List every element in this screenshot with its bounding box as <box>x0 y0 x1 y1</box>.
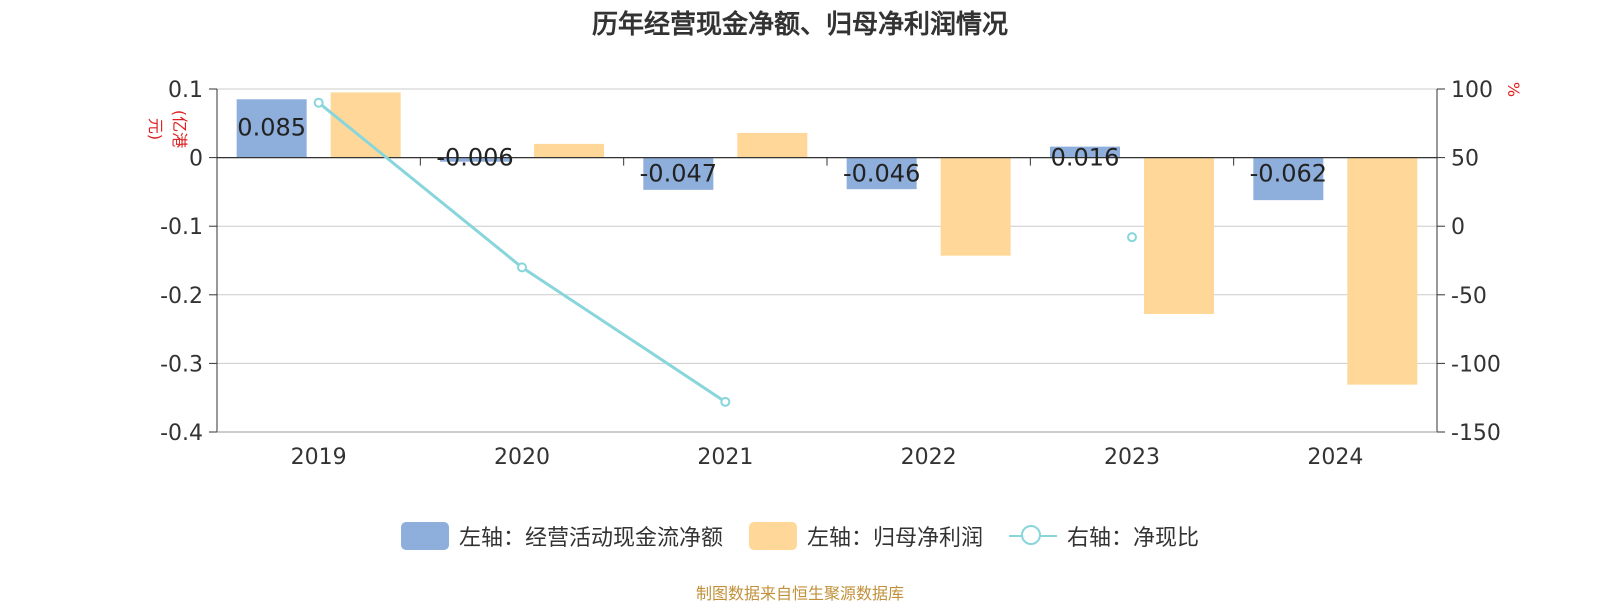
bar-net-profit <box>330 92 401 158</box>
legend: 左轴：经营活动现金流净额 左轴：归母净利润 右轴：净现比 <box>0 520 1600 552</box>
bar-net-profit <box>737 132 808 158</box>
ratio-point <box>517 262 527 273</box>
bar-value-label: -0.046 <box>843 160 920 188</box>
bar-net-profit <box>534 143 604 158</box>
right-axis-unit: % <box>1504 81 1524 98</box>
bar-value-label: 0.016 <box>1051 144 1120 172</box>
legend-item-ratio[interactable]: 右轴：净现比 <box>1009 520 1199 552</box>
bar-cash-flow <box>1050 146 1120 158</box>
right-tick-label: -100 <box>1451 352 1501 377</box>
left-tick-label: -0.3 <box>160 352 203 377</box>
left-tick-label: -0.1 <box>160 215 203 240</box>
left-tick-label: -0.2 <box>160 284 203 309</box>
ratio-point <box>720 396 731 407</box>
legend-swatch-net-profit <box>748 522 797 550</box>
bar-cash-flow <box>846 157 917 190</box>
legend-item-cash-flow[interactable]: 左轴：经营活动现金流净额 <box>400 520 723 552</box>
category-label: 2021 <box>697 445 753 470</box>
left-axis-unit: (亿港元) <box>146 109 189 149</box>
bar-net-profit <box>1144 157 1214 315</box>
category-label: 2022 <box>901 445 957 470</box>
bar-value-label: -0.047 <box>640 160 717 188</box>
chart-title: 历年经营现金净额、归母净利润情况 <box>591 10 1008 40</box>
bar-value-label: -0.006 <box>436 144 513 172</box>
ratio-point <box>313 97 324 108</box>
bar-value-label: -0.062 <box>1250 160 1327 188</box>
category-label: 2019 <box>291 445 347 470</box>
legend-label-ratio: 右轴：净现比 <box>1067 526 1200 551</box>
ratio-point <box>1127 232 1137 243</box>
bar-value-label: 0.085 <box>237 113 306 141</box>
right-tick-label: -50 <box>1451 284 1487 309</box>
bar-cash-flow <box>643 157 714 190</box>
legend-label-net-profit: 左轴：归母净利润 <box>806 526 983 551</box>
bar-cash-flow <box>440 157 510 162</box>
left-tick-label: 0.1 <box>168 78 203 103</box>
right-tick-label: 50 <box>1451 147 1479 172</box>
right-tick-label: 100 <box>1451 78 1493 103</box>
left-tick-label: 0 <box>189 147 203 172</box>
right-tick-label: -150 <box>1451 421 1501 446</box>
legend-swatch-ratio <box>1009 522 1057 550</box>
left-tick-label: -0.4 <box>160 421 203 446</box>
legend-swatch-cash-flow <box>400 522 449 550</box>
category-label: 2023 <box>1104 445 1160 470</box>
bar-net-profit <box>940 157 1011 256</box>
bar-net-profit <box>1347 157 1418 385</box>
category-label: 2024 <box>1307 445 1363 470</box>
category-label: 2020 <box>494 445 550 470</box>
source-note: 制图数据来自恒生聚源数据库 <box>695 584 904 603</box>
bar-cash-flow <box>1253 157 1324 201</box>
bar-cash-flow <box>236 99 307 158</box>
legend-label-cash-flow: 左轴：经营活动现金流净额 <box>458 526 723 551</box>
legend-item-net-profit[interactable]: 左轴：归母净利润 <box>748 520 983 552</box>
right-tick-label: 0 <box>1451 215 1465 240</box>
